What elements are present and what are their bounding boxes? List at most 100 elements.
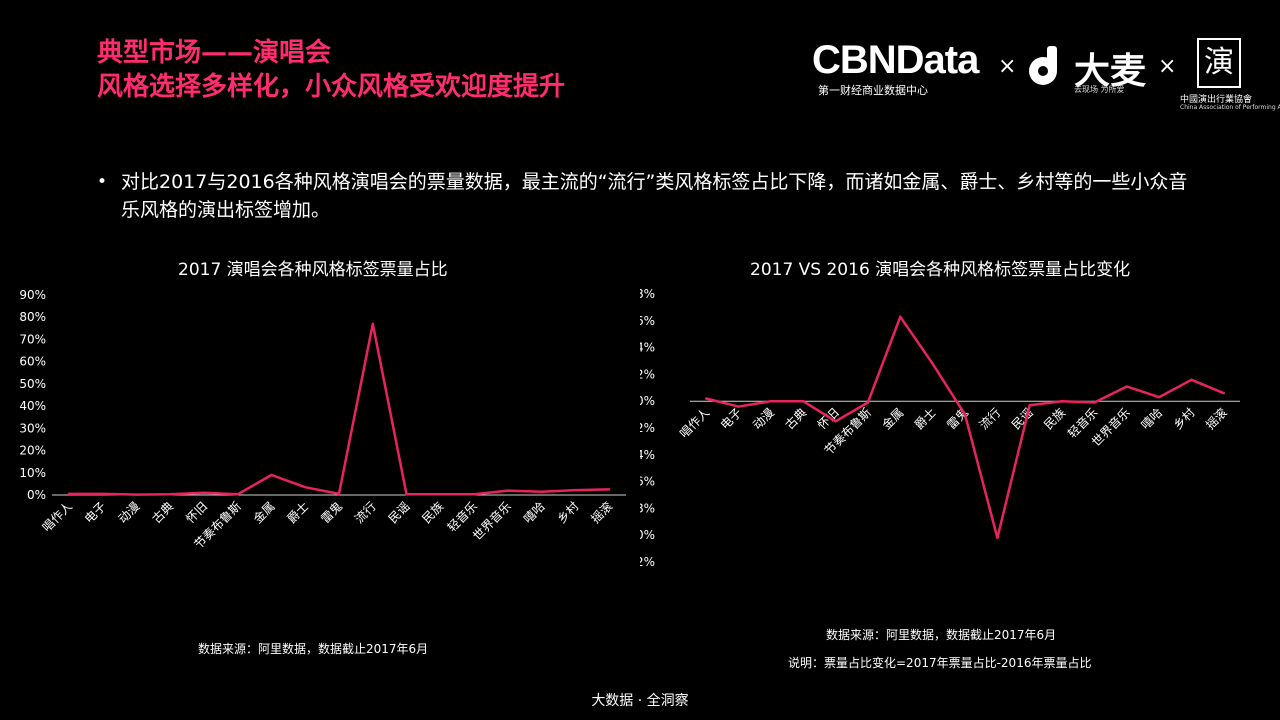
chart1-data-point	[405, 493, 408, 496]
chart2-ytick-label: -4%	[640, 448, 655, 462]
chart2-category-label: 唱作人	[677, 405, 712, 440]
chart1-ytick-label: 20%	[19, 444, 46, 458]
chart2-category-label: 金属	[879, 405, 907, 433]
chart1-data-point	[304, 486, 307, 489]
chart1-data-point	[67, 492, 71, 496]
assoc-name: 中國演出行業協會	[1180, 95, 1253, 105]
chart2-category-label: 爵士	[912, 405, 939, 432]
title-line-1: 典型市场——演唱会	[97, 38, 332, 68]
chart1-data-point	[337, 492, 341, 496]
chart2-category-label: 动漫	[750, 405, 777, 432]
chart1-category-label: 怀旧	[183, 499, 210, 526]
chart1-category-label: 雷鬼	[318, 499, 346, 527]
chart1-ytick-label: 40%	[19, 399, 46, 413]
chart1-category-label: 唱作人	[40, 499, 75, 534]
chart1-category-label: 金属	[250, 499, 278, 527]
chart1-data-point	[506, 489, 510, 492]
chart1-ytick-label: 50%	[19, 377, 46, 391]
bullet-icon: •	[97, 172, 108, 192]
chart1-svg: 0% 10% 20% 30% 40% 50% 60% 70% 80% 90% 唱作人 电子 动漫 古典 怀旧…	[19, 288, 626, 552]
chart1-data-point	[540, 490, 543, 493]
page-title: 典型市场——演唱会 风格选择多样化，小众风格受欢迎度提升	[97, 36, 565, 104]
chart2-ytick-label: -6%	[640, 475, 655, 489]
footer-slogan: 大数据 · 全洞察	[591, 693, 689, 709]
chart1-category-label: 爵士	[284, 499, 311, 526]
chart2-data-point	[769, 400, 773, 403]
chart2-data-point	[704, 397, 708, 400]
chart1-data-point	[168, 493, 172, 496]
chart2-note: 说明：票量占比变化=2017年票量占比-2016年票量占比	[788, 656, 1092, 670]
chart2-data-point	[1060, 400, 1064, 403]
cbndata-subtitle: 第一财经商业数据中心	[818, 84, 928, 97]
chart2-data-point	[1222, 391, 1226, 395]
chart2-category-label: 摇滚	[1202, 405, 1230, 433]
chart2-source: 数据来源：阿里数据，数据截止2017年6月	[826, 628, 1057, 642]
chart1-series-line	[68, 322, 610, 496]
cbndata-logo: CBNData	[812, 38, 979, 82]
chart2-ytick-label: -8%	[640, 501, 655, 515]
damai-logo-icon	[1029, 46, 1057, 85]
chart1-ytick-label: 10%	[19, 466, 46, 480]
chart1-ytick-label: 90%	[19, 288, 46, 302]
chart2-data-point	[1093, 401, 1096, 404]
chart1-data-point	[236, 493, 239, 496]
times-icon: ×	[1158, 54, 1177, 79]
chart2-data-point	[802, 400, 805, 403]
chart2-category-label: 民族	[1041, 405, 1068, 432]
chart2-ytick-label: 4%	[640, 341, 655, 355]
chart2-ytick-label: -12%	[640, 555, 655, 569]
chart2-data-point	[1125, 385, 1128, 388]
times-icon: ×	[998, 54, 1017, 79]
chart1-ytick-label: 30%	[19, 421, 46, 435]
damai-logo: 大麦	[1074, 51, 1147, 92]
chart1-category-label: 流行	[352, 499, 379, 526]
chart2-category-label: 嘻哈	[1138, 405, 1165, 432]
chart2-data-point	[996, 536, 999, 540]
chart2-category-label: 古典	[782, 405, 810, 433]
chart1-category-label: 电子	[82, 499, 109, 526]
chart1-ytick-label: 60%	[19, 355, 46, 369]
chart2-ytick-label: -2%	[640, 421, 655, 435]
chart2-data-point	[931, 362, 934, 365]
chart1-category-label: 摇滚	[588, 499, 616, 527]
chart1-ytick-label: 80%	[19, 310, 46, 324]
chart2-data-point	[737, 405, 740, 408]
chart2-data-point	[963, 413, 967, 416]
chart1-data-point	[135, 493, 138, 496]
intro-text: 对比2017与2016各种风格演唱会的票量数据，最主流的“流行”类风格标签占比下…	[121, 171, 1188, 221]
chart1-category-label: 民谣	[386, 499, 413, 526]
chart2-ytick-label: 8%	[640, 287, 655, 301]
chart2-data-point	[1157, 395, 1161, 399]
chart2-category-label: 流行	[977, 405, 1004, 432]
chart2-ytick-label: 2%	[640, 367, 655, 381]
chart2-data-point	[1190, 378, 1193, 381]
chart2-title: 2017 VS 2016 演唱会各种风格标签票量占比变化	[750, 260, 1131, 280]
chart2-svg: 8%6%4%2%0%-2%-4%-6%-8%-10%-12%唱作人电子动漫古典怀…	[640, 287, 1240, 569]
assoc-name-en: China Association of Performing Arts	[1180, 104, 1280, 111]
chart1-data-point	[270, 473, 273, 477]
chart1-data-point	[574, 488, 577, 492]
chart1-category-label: 民族	[420, 499, 447, 526]
assoc-seal-logo: 演	[1197, 38, 1241, 88]
chart1-data-point	[371, 322, 374, 326]
chart2-ytick-label: 6%	[640, 314, 655, 328]
chart2-category-label: 民谣	[1009, 405, 1036, 432]
chart2-data-point	[834, 420, 837, 423]
chart1-title: 2017 演唱会各种风格标签票量占比	[178, 260, 448, 280]
chart1-ytick-label: 70%	[19, 332, 46, 346]
chart1-category-label: 动漫	[116, 499, 143, 526]
chart2-data-point	[866, 401, 870, 404]
damai-slogan: 去现场 为所爱	[1074, 85, 1125, 94]
chart2-category-label: 乡村	[1171, 405, 1198, 432]
chart2-ytick-label: 0%	[640, 394, 655, 408]
chart1-category-label: 嘻哈	[521, 499, 548, 526]
chart1-data-point	[607, 488, 611, 491]
chart2-data-point	[1028, 404, 1031, 407]
chart1-data-point	[101, 492, 104, 496]
chart1-data-point	[202, 491, 206, 494]
chart1-ytick-label: 0%	[27, 488, 46, 502]
chart1-category-label: 乡村	[555, 499, 582, 526]
chart2-ytick-label: -10%	[640, 528, 655, 542]
partner-logos: CBNData 第一财经商业数据中心 × 大麦 去现场 为所爱 × 演 中國演出…	[812, 38, 1280, 118]
chart1-category-label: 古典	[149, 499, 177, 527]
